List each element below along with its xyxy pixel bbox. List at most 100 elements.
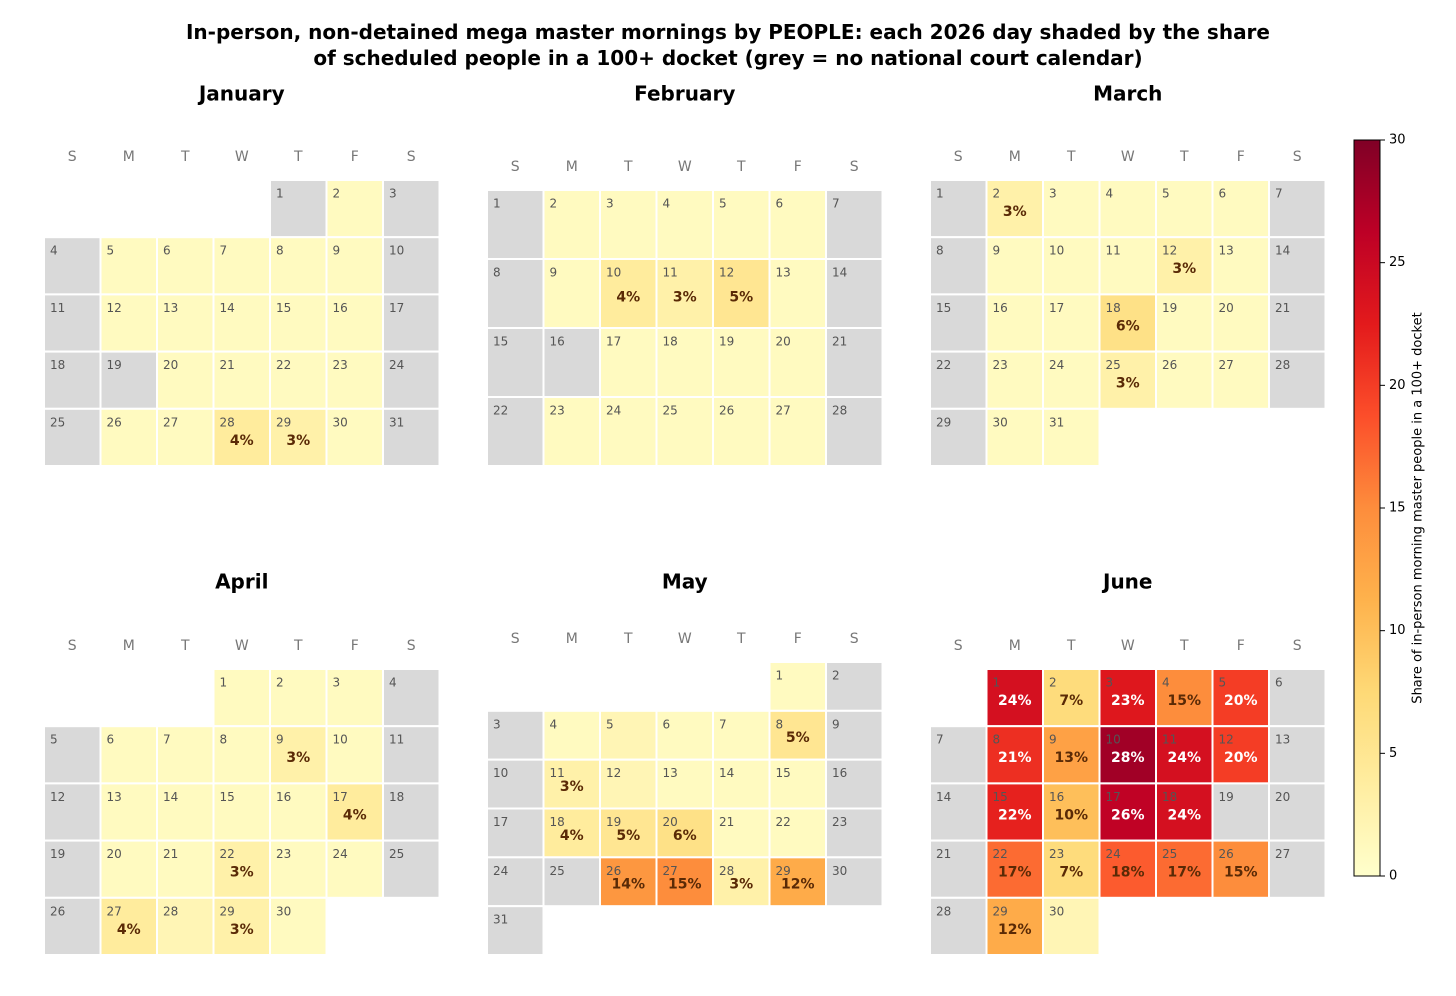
day-number: 30	[333, 415, 348, 429]
day-number: 6	[1219, 187, 1227, 201]
day-number: 4	[50, 244, 58, 258]
day-cell	[825, 327, 884, 398]
day-cell	[655, 758, 714, 810]
day-cell	[269, 896, 328, 956]
day-cell	[1155, 782, 1214, 842]
day-number: 14	[163, 790, 178, 804]
day-number: 10	[493, 766, 508, 780]
day-cell	[43, 782, 102, 842]
day-cell	[768, 189, 827, 260]
day-cell	[1155, 293, 1214, 353]
day-cell	[1268, 350, 1327, 410]
day-number: 2	[550, 197, 558, 211]
day-number: 25	[550, 864, 565, 878]
day-number: 29	[776, 864, 791, 878]
weekday-label: T	[736, 631, 746, 647]
day-number: 5	[606, 717, 614, 731]
day-number: 6	[663, 717, 671, 731]
day-number: 26	[606, 864, 621, 878]
day-number: 5	[1219, 676, 1227, 690]
value-label: 14%	[611, 877, 645, 893]
day-number: 23	[1049, 847, 1064, 861]
value-label: 3%	[230, 865, 254, 881]
day-number: 16	[550, 335, 565, 349]
weekday-label: M	[1009, 638, 1021, 654]
day-number: 16	[832, 766, 847, 780]
day-number: 22	[993, 847, 1008, 861]
weekday-label: F	[794, 631, 802, 647]
weekday-label: T	[293, 638, 303, 654]
day-number: 15	[776, 766, 791, 780]
colorbar-tick-label: 5	[1389, 746, 1397, 761]
day-number: 20	[1275, 790, 1290, 804]
day-number: 5	[107, 244, 115, 258]
day-number: 25	[1162, 847, 1177, 861]
value-label: 4%	[343, 807, 367, 823]
day-cell	[212, 350, 271, 410]
weekday-label: S	[407, 149, 416, 165]
value-label: 20%	[1224, 693, 1258, 709]
colorbar-tick-label: 20	[1389, 378, 1406, 393]
day-cell	[156, 236, 215, 296]
day-number: 21	[832, 335, 847, 349]
weekday-label: W	[678, 631, 692, 647]
day-number: 1	[936, 187, 944, 201]
weekday-label: S	[850, 631, 859, 647]
day-number: 10	[389, 244, 404, 258]
value-label: 3%	[729, 877, 753, 893]
value-label: 23%	[1111, 693, 1145, 709]
day-cell	[542, 396, 601, 467]
day-number: 6	[107, 733, 115, 747]
day-number: 13	[776, 266, 791, 280]
day-number: 8	[220, 733, 228, 747]
day-number: 3	[333, 676, 341, 690]
day-number: 19	[719, 335, 734, 349]
value-label: 17%	[1167, 865, 1201, 881]
day-number: 31	[1049, 415, 1064, 429]
day-number: 28	[163, 904, 178, 918]
day-number: 30	[276, 904, 291, 918]
day-number: 1	[276, 187, 284, 201]
day-number: 27	[663, 864, 678, 878]
day-cell	[99, 782, 158, 842]
day-number: 22	[220, 847, 235, 861]
day-cell	[382, 782, 441, 842]
weekday-label: S	[511, 159, 520, 175]
day-number: 11	[663, 266, 678, 280]
day-number: 9	[333, 244, 341, 258]
day-number: 23	[276, 847, 291, 861]
day-cell	[542, 856, 601, 908]
day-number: 8	[276, 244, 284, 258]
day-number: 28	[936, 904, 951, 918]
day-number: 20	[776, 335, 791, 349]
weekday-label: W	[678, 159, 692, 175]
day-cell	[712, 856, 771, 908]
day-number: 30	[1049, 904, 1064, 918]
colorbar-tick-label: 0	[1389, 869, 1397, 884]
day-number: 24	[333, 847, 348, 861]
day-cell	[1155, 350, 1214, 410]
day-number: 15	[220, 790, 235, 804]
weekday-label: S	[68, 638, 77, 654]
weekday-label: F	[1237, 638, 1245, 654]
day-number: 28	[1275, 358, 1290, 372]
day-cell	[655, 396, 714, 467]
value-label: 15%	[1167, 693, 1201, 709]
day-number: 19	[107, 358, 122, 372]
day-number: 9	[832, 717, 840, 731]
day-number: 31	[493, 913, 508, 927]
day-cell	[269, 236, 328, 296]
value-label: 7%	[1059, 865, 1083, 881]
day-cell	[325, 350, 384, 410]
value-label: 3%	[560, 779, 584, 795]
day-number: 2	[1049, 676, 1057, 690]
day-number: 19	[1219, 790, 1234, 804]
weekday-label: M	[1009, 149, 1021, 165]
day-cell	[43, 725, 102, 785]
day-cell	[825, 758, 884, 810]
colorbar	[1353, 139, 1381, 877]
day-number: 20	[107, 847, 122, 861]
day-number: 6	[776, 197, 784, 211]
day-number: 18	[663, 335, 678, 349]
value-label: 20%	[1224, 750, 1258, 766]
